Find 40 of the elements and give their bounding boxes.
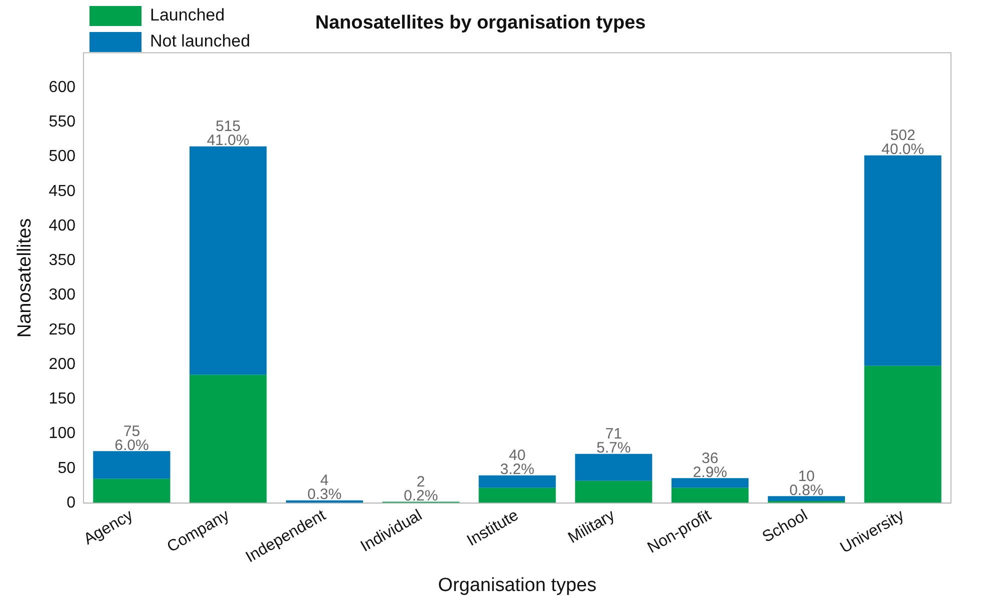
legend-label: Not launched <box>150 32 250 51</box>
bar <box>864 155 942 366</box>
bar <box>478 488 556 504</box>
bar <box>768 496 845 502</box>
bar <box>671 488 749 504</box>
bar <box>93 451 170 479</box>
bar <box>190 374 267 504</box>
bar <box>671 478 749 488</box>
y-tick-label: 50 <box>58 460 76 477</box>
x-axis-title: Organisation types <box>438 574 596 596</box>
total-label: 75 6.0% <box>114 422 149 454</box>
bar <box>478 475 556 488</box>
total-label: 502 40.0% <box>882 126 924 158</box>
y-tick-label: 500 <box>48 148 76 166</box>
bar <box>575 480 652 504</box>
legend-label: Launched <box>150 6 225 25</box>
chart-title: Nanosatellites by organisation types <box>315 12 646 34</box>
y-axis-title: Nanosatellites <box>14 218 36 338</box>
y-tick-label: 0 <box>66 494 76 512</box>
y-tick-label: 600 <box>48 78 76 96</box>
y-tick-label: 250 <box>48 321 76 338</box>
bar <box>190 146 267 375</box>
y-tick-label: 150 <box>48 390 76 408</box>
y-tick-label: 200 <box>48 356 76 373</box>
bar <box>93 478 170 504</box>
y-tick-label: 450 <box>48 182 76 200</box>
total-label: 40 3.2% <box>500 447 534 478</box>
y-tick-label: 550 <box>48 113 76 130</box>
y-tick-label: 100 <box>48 425 76 442</box>
bar <box>575 454 652 481</box>
total-label: 515 41.0% <box>206 118 250 149</box>
y-tick-label: 400 <box>48 217 76 234</box>
total-label: 4 0.3% <box>307 472 342 503</box>
y-tick-label: 300 <box>48 286 76 304</box>
total-label: 71 5.7% <box>596 426 631 457</box>
total-label: 36 2.9% <box>692 450 728 481</box>
bar <box>864 366 942 504</box>
total-label: 2 0.2% <box>404 473 438 504</box>
total-label: 10 0.8% <box>789 468 824 499</box>
y-tick-label: 350 <box>48 252 76 270</box>
